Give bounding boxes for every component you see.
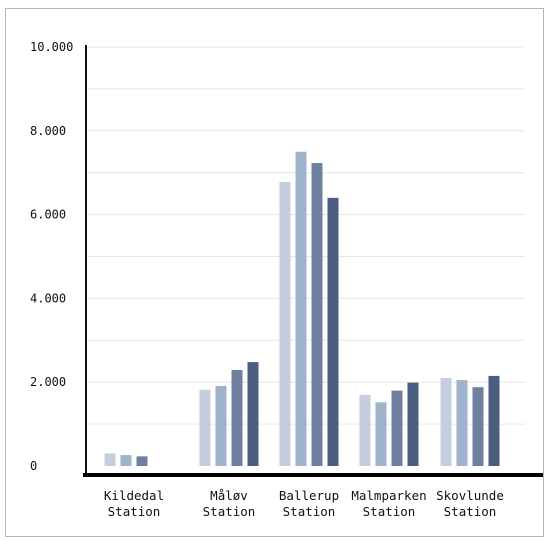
y-tick-label: 10.000 xyxy=(30,40,73,54)
bar xyxy=(104,453,116,466)
x-axis-category-labels: KildedalStationMåløvStationBallerupStati… xyxy=(104,488,504,519)
y-tick-label: 0 xyxy=(30,459,37,473)
x-tick-label: Station xyxy=(444,504,497,519)
x-tick-label: Kildedal xyxy=(104,488,164,503)
x-tick-label: Ballerup xyxy=(279,488,339,503)
x-tick-label: Station xyxy=(108,504,161,519)
bar xyxy=(488,375,500,466)
bar xyxy=(456,380,468,466)
chart-frame: 0 2.000 4.000 6.000 8.000 10.000 Kildedal Stat… xyxy=(5,8,544,537)
x-tick-label: Måløv xyxy=(210,488,248,503)
bar xyxy=(391,390,403,466)
y-tick-label: 8.000 xyxy=(30,124,66,138)
y-tick-label: 6.000 xyxy=(30,208,66,222)
y-tick-label: 4.000 xyxy=(30,291,66,305)
bar xyxy=(359,394,371,466)
bar xyxy=(407,382,419,466)
bar xyxy=(231,370,243,466)
bar xyxy=(279,181,291,466)
x-tick-label: Station xyxy=(283,504,336,519)
y-axis-tick-labels: 0 2.000 4.000 6.000 8.000 10.000 xyxy=(30,40,73,473)
y-tick-label: 2.000 xyxy=(30,375,66,389)
bar xyxy=(120,455,132,466)
bar xyxy=(327,197,339,466)
bar xyxy=(215,385,227,466)
bar xyxy=(375,402,387,466)
bar xyxy=(311,163,323,467)
bar xyxy=(472,387,484,466)
bars xyxy=(104,151,500,467)
bar xyxy=(295,151,307,466)
x-tick-label: Station xyxy=(363,504,416,519)
x-tick-label: Malmparken xyxy=(351,488,426,503)
bar xyxy=(136,456,148,466)
bar xyxy=(199,389,211,466)
x-tick-label: Skovlunde xyxy=(436,488,504,503)
bar xyxy=(440,378,452,466)
x-tick-label: Station xyxy=(203,504,256,519)
bar xyxy=(247,362,259,466)
